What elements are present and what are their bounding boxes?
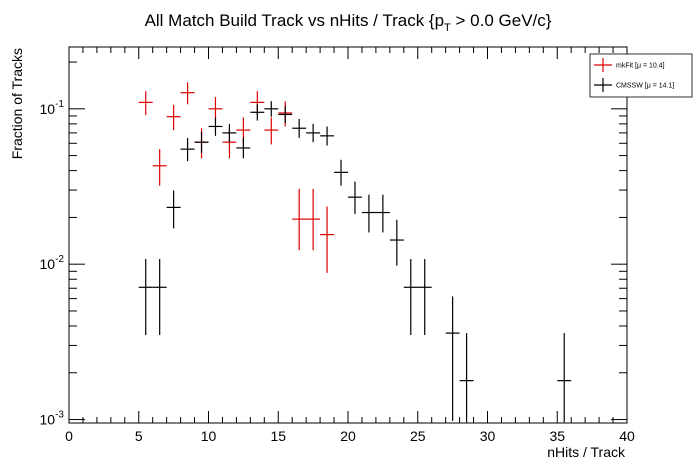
x-axis-label: nHits / Track — [547, 444, 626, 460]
data-point — [292, 188, 307, 251]
data-point — [138, 258, 153, 336]
chart-title-main: All Match Build Track vs nHits / Track {… — [145, 11, 444, 30]
data-point — [445, 296, 460, 421]
data-point — [306, 188, 321, 251]
legend-entry-cmssw: CMSSW [μ = 14.1] — [594, 78, 674, 92]
data-point — [180, 82, 195, 105]
data-point — [334, 159, 348, 186]
x-tick-label: 15 — [270, 428, 286, 444]
x-tick-label: 25 — [410, 428, 426, 444]
data-point — [557, 333, 572, 423]
y-tick-label: 10-1 — [40, 99, 65, 117]
data-point — [152, 149, 167, 186]
data-point — [166, 104, 181, 131]
axis-tick-labels: 0 5 10 15 20 25 30 35 40 10-3 10-2 10-1 — [40, 99, 635, 444]
data-point — [375, 194, 390, 233]
data-point — [292, 118, 307, 138]
y-tick-label: 10-2 — [40, 254, 65, 272]
data-point — [361, 194, 376, 233]
data-point — [389, 219, 404, 266]
data-point — [417, 258, 432, 336]
x-tick-label: 5 — [135, 428, 143, 444]
data-point — [138, 91, 153, 116]
data-point — [403, 258, 418, 336]
data-point — [236, 137, 251, 159]
chart-title-tail: > 0.0 GeV/c} — [451, 11, 552, 30]
data-point — [152, 258, 167, 336]
legend-label: CMSSW [μ = 14.1] — [616, 83, 674, 90]
data-point — [278, 106, 293, 124]
x-tick-label: 30 — [480, 428, 496, 444]
data-point — [180, 137, 195, 162]
data-point — [222, 123, 237, 143]
data-point — [194, 131, 209, 153]
legend-box — [589, 53, 693, 98]
x-tick-label: 0 — [65, 428, 73, 444]
data-point — [264, 101, 279, 117]
data-point — [459, 333, 474, 423]
legend-entries: mkFit [μ = 10.4] CMSSW [μ = 14.1] — [594, 58, 674, 92]
data-point — [166, 190, 181, 229]
y-tick-label: 10-3 — [40, 410, 65, 428]
data-point — [250, 104, 265, 121]
data-point — [320, 126, 335, 146]
x-tick-label: 20 — [340, 428, 356, 444]
axis-ticks — [68, 47, 628, 423]
data-point — [208, 97, 223, 122]
series-layer — [138, 82, 572, 423]
data-point — [208, 117, 223, 136]
x-tick-label: 10 — [201, 428, 217, 444]
data-point — [306, 123, 321, 143]
x-tick-label: 35 — [549, 428, 565, 444]
series-mkfit — [138, 82, 335, 273]
data-point — [320, 206, 335, 273]
chart-title: All Match Build Track vs nHits / Track {… — [145, 11, 552, 34]
chart-title-subscript: T — [444, 22, 451, 34]
legend: mkFit [μ = 10.4] CMSSW [μ = 14.1] — [589, 53, 693, 98]
x-tick-label: 40 — [619, 428, 635, 444]
plot-frame — [68, 46, 628, 424]
data-point — [348, 181, 362, 215]
series-cmssw — [138, 101, 572, 423]
y-axis-label: Fraction of Tracks — [9, 48, 25, 159]
legend-label: mkFit [μ = 10.4] — [616, 63, 665, 70]
legend-entry-mkfit: mkFit [μ = 10.4] — [594, 58, 665, 72]
data-point — [264, 117, 279, 145]
